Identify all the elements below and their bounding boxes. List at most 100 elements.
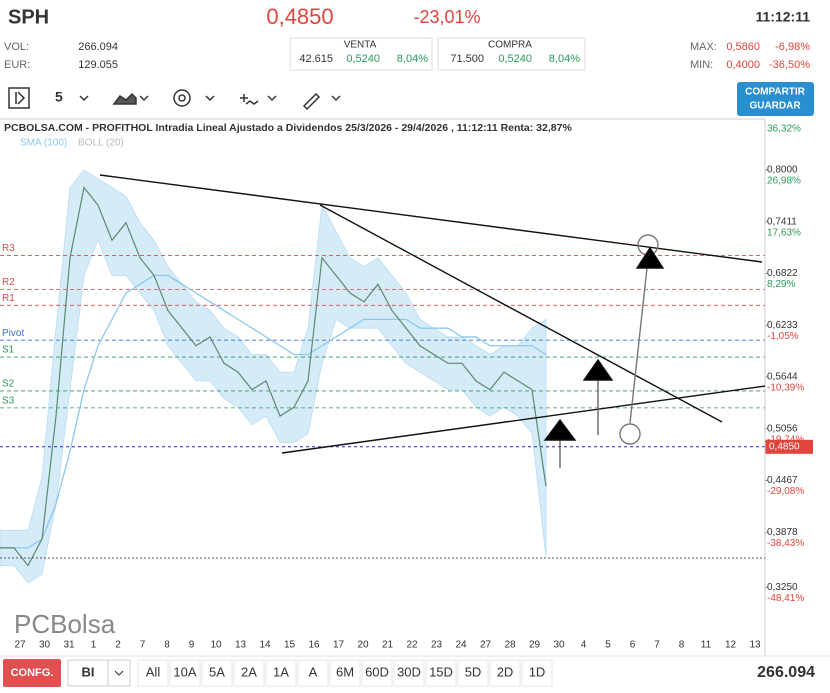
min-price: 0,4000 <box>726 59 760 71</box>
compra-price: 0,5240 <box>498 53 532 65</box>
x-tick-label: 28 <box>504 640 516 651</box>
dropdown-arrow <box>114 670 124 676</box>
price: 0,4850 <box>266 4 333 29</box>
range-label: 10A <box>173 664 196 679</box>
y-tick-change: 17,63% <box>767 227 801 238</box>
last-price-label: 0,4850 <box>769 441 800 452</box>
compra-pct: 8,04% <box>549 53 580 65</box>
range-button[interactable] <box>201 659 233 687</box>
price-line <box>0 186 547 567</box>
range-label: 1A <box>273 664 289 679</box>
y-tick-label: 0,5056 <box>767 423 798 434</box>
range-label: 2D <box>497 664 514 679</box>
range-label: 30D <box>397 664 421 679</box>
legend-entry: SMA (100) <box>20 138 67 149</box>
level-label: S2 <box>2 379 15 390</box>
range-button[interactable] <box>137 659 169 687</box>
venta-price: 0,5240 <box>346 53 380 65</box>
chart: R3 R2 R1 Pivot S1 S2 S3 0,4850 SMA (100) BOLL (20… <box>0 124 813 651</box>
arrow-stem <box>629 267 648 424</box>
range-button[interactable] <box>233 659 265 687</box>
x-tick-label: 15 <box>284 640 296 651</box>
y-tick-change: -10,39% <box>767 383 804 394</box>
y-tick-label: 0,4467 <box>767 475 798 486</box>
y-tick-change: -38,43% <box>767 538 804 549</box>
x-tick-label: 13 <box>749 640 761 651</box>
range-button[interactable] <box>297 659 329 687</box>
range-label: 2A <box>241 664 257 679</box>
range-button[interactable] <box>361 659 393 687</box>
y-tick-label: 0,7411 <box>767 216 797 227</box>
level-label: R3 <box>2 243 15 254</box>
trend-line <box>99 174 763 263</box>
type-text: BI <box>82 664 95 679</box>
y-tick-label: 0,6822 <box>767 268 798 279</box>
venta-label: VENTA <box>344 40 377 51</box>
interval[interactable]: 5 <box>55 89 63 105</box>
target-circle <box>619 423 641 445</box>
stat-value: 266.094 <box>78 41 118 53</box>
type-dropdown[interactable] <box>107 659 131 687</box>
indicator-icon[interactable] <box>240 94 259 105</box>
range-button[interactable] <box>489 659 521 687</box>
draw-icon[interactable] <box>302 92 321 111</box>
share-button[interactable] <box>737 82 814 116</box>
x-tick-label: 12 <box>725 640 737 651</box>
range-button[interactable] <box>265 659 297 687</box>
x-tick-label: 17 <box>333 640 345 651</box>
range-label: 6M <box>336 664 354 679</box>
range-button[interactable] <box>457 659 489 687</box>
x-tick-label: 22 <box>406 640 418 651</box>
settings-icon[interactable] <box>173 89 191 107</box>
x-tick-label: 7 <box>140 640 146 651</box>
y-tick-label: 0,3878 <box>767 527 798 538</box>
range-button[interactable] <box>393 659 425 687</box>
y-tick-change: -19,74% <box>767 434 804 445</box>
compra-box <box>437 37 586 71</box>
button-text: COMPARTIR <box>745 87 806 98</box>
x-tick-label: 30 <box>553 640 565 651</box>
range-button[interactable] <box>425 659 457 687</box>
config-button[interactable] <box>3 659 61 687</box>
trend-line <box>281 385 766 454</box>
level-label: R2 <box>2 277 15 288</box>
legend-entry: BOLL (20) <box>78 138 124 149</box>
range-button[interactable] <box>329 659 361 687</box>
x-tick-label: 20 <box>357 640 369 651</box>
change: -23,01% <box>413 7 480 27</box>
x-tick-label: 29 <box>529 640 541 651</box>
y-tick-change: 8,29% <box>767 279 795 290</box>
range-label: 5A <box>209 664 225 679</box>
config-text: CONFG. <box>11 667 54 679</box>
bollinger-band <box>0 169 547 584</box>
panel-icon[interactable] <box>8 87 30 109</box>
last-price-tag <box>765 439 813 454</box>
x-tick-label: 2 <box>115 640 121 651</box>
range-button[interactable] <box>521 659 553 687</box>
max-label: MAX: <box>690 41 717 53</box>
y-tick-label: 0,5644 <box>767 372 798 383</box>
x-tick-label: 8 <box>679 640 685 651</box>
sma-line <box>0 274 547 549</box>
min-pct: -36,50% <box>769 59 810 71</box>
x-tick-label: 7 <box>654 640 660 651</box>
watermark: PCBolsa <box>14 609 116 639</box>
trend-line <box>319 204 723 423</box>
x-tick-label: 11 <box>701 640 712 651</box>
compra-qty: 71.500 <box>450 53 484 65</box>
y-tick-change: 26,98% <box>767 176 801 187</box>
drawings <box>99 174 766 468</box>
y-tick-label: 0,8000 <box>767 165 798 176</box>
range-button[interactable] <box>169 659 201 687</box>
min-label: MIN: <box>690 59 713 71</box>
chart-type-icon[interactable] <box>112 92 137 105</box>
x-tick-label: 27 <box>480 640 492 651</box>
x-tick-label: 24 <box>455 640 467 651</box>
x-tick-label: 8 <box>164 640 170 651</box>
y-tick-change: -48,41% <box>767 593 804 604</box>
x-tick-label: 6 <box>630 640 636 651</box>
x-tick-label: 16 <box>308 640 320 651</box>
dropdown-arrows <box>79 95 341 102</box>
type-select[interactable] <box>67 659 109 687</box>
stat-label: VOL: <box>4 41 29 53</box>
